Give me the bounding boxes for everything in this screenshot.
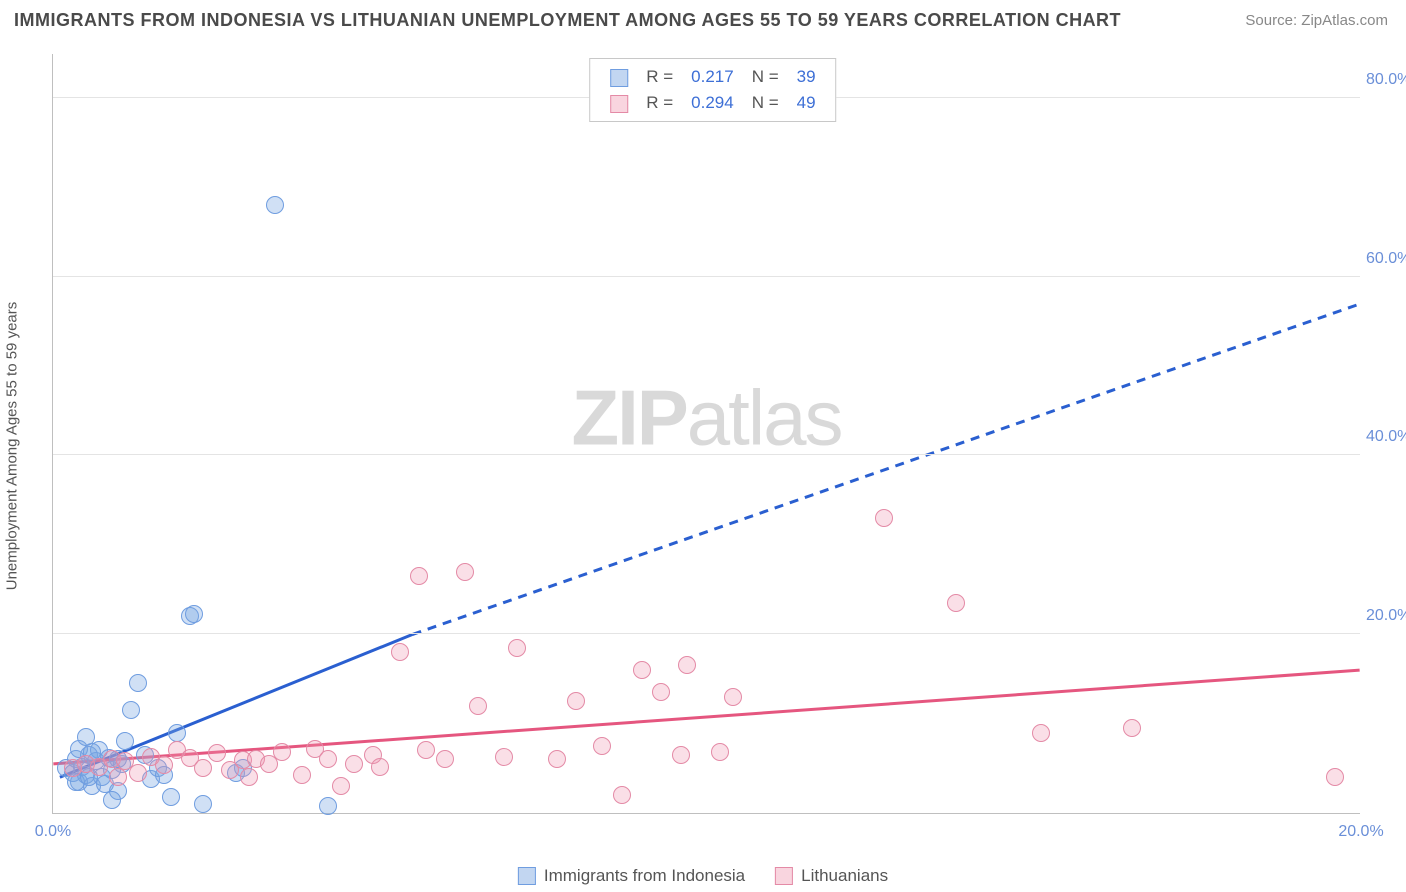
series-legend-item: Immigrants from Indonesia — [518, 866, 745, 886]
gridline — [53, 454, 1360, 455]
chart-title: IMMIGRANTS FROM INDONESIA VS LITHUANIAN … — [14, 10, 1121, 31]
data-point — [194, 759, 212, 777]
data-point — [1123, 719, 1141, 737]
n-label: N = — [744, 91, 787, 115]
x-tick-label: 0.0% — [35, 823, 71, 841]
data-point — [678, 656, 696, 674]
trend-line — [53, 670, 1359, 764]
trend-line — [413, 304, 1360, 634]
data-point — [391, 643, 409, 661]
series-legend-label: Immigrants from Indonesia — [544, 866, 745, 886]
data-point — [593, 737, 611, 755]
data-point — [240, 768, 258, 786]
stats-legend-row: R =0.294N =49 — [602, 91, 823, 115]
r-value: 0.217 — [683, 65, 742, 89]
y-tick-label: 60.0% — [1366, 250, 1406, 268]
correlation-chart: IMMIGRANTS FROM INDONESIA VS LITHUANIAN … — [0, 0, 1406, 892]
data-point — [116, 732, 134, 750]
source-credit: Source: ZipAtlas.com — [1245, 12, 1388, 29]
data-point — [567, 692, 585, 710]
data-point — [194, 795, 212, 813]
data-point — [273, 743, 291, 761]
data-point — [371, 758, 389, 776]
data-point — [293, 766, 311, 784]
watermark: ZIPatlas — [571, 373, 841, 464]
data-point — [103, 791, 121, 809]
data-point — [724, 688, 742, 706]
data-point — [129, 764, 147, 782]
data-point — [652, 683, 670, 701]
data-point — [672, 746, 690, 764]
gridline — [53, 633, 1360, 634]
r-label: R = — [638, 91, 681, 115]
data-point — [711, 743, 729, 761]
series-legend-item: Lithuanians — [775, 866, 888, 886]
legend-swatch-icon — [610, 69, 628, 87]
data-point — [548, 750, 566, 768]
series-legend-label: Lithuanians — [801, 866, 888, 886]
trend-lines-layer — [53, 54, 1360, 813]
data-point — [875, 509, 893, 527]
data-point — [109, 768, 127, 786]
data-point — [266, 196, 284, 214]
y-tick-label: 40.0% — [1366, 428, 1406, 446]
data-point — [410, 567, 428, 585]
data-point — [456, 563, 474, 581]
r-value: 0.294 — [683, 91, 742, 115]
stats-legend-row: R =0.217N =39 — [602, 65, 823, 89]
data-point — [208, 744, 226, 762]
data-point — [162, 788, 180, 806]
y-axis-label: Unemployment Among Ages 55 to 59 years — [4, 302, 21, 591]
n-value: 39 — [789, 65, 824, 89]
legend-swatch-icon — [610, 95, 628, 113]
data-point — [469, 697, 487, 715]
data-point — [122, 701, 140, 719]
legend-swatch-icon — [518, 867, 536, 885]
data-point — [185, 605, 203, 623]
n-value: 49 — [789, 91, 824, 115]
data-point — [319, 797, 337, 815]
gridline — [53, 276, 1360, 277]
data-point — [168, 724, 186, 742]
data-point — [417, 741, 435, 759]
y-tick-label: 80.0% — [1366, 71, 1406, 89]
y-tick-label: 20.0% — [1366, 607, 1406, 625]
r-label: R = — [638, 65, 681, 89]
legend-swatch-icon — [775, 867, 793, 885]
data-point — [1326, 768, 1344, 786]
data-point — [155, 756, 173, 774]
n-label: N = — [744, 65, 787, 89]
data-point — [345, 755, 363, 773]
stats-legend: R =0.217N =39R =0.294N =49 — [589, 58, 836, 122]
data-point — [319, 750, 337, 768]
data-point — [129, 674, 147, 692]
data-point — [613, 786, 631, 804]
data-point — [947, 594, 965, 612]
data-point — [436, 750, 454, 768]
source-link[interactable]: ZipAtlas.com — [1301, 12, 1388, 29]
series-legend: Immigrants from Indonesia Lithuanians — [518, 866, 888, 886]
data-point — [508, 639, 526, 657]
data-point — [1032, 724, 1050, 742]
x-tick-label: 20.0% — [1338, 823, 1383, 841]
data-point — [495, 748, 513, 766]
data-point — [332, 777, 350, 795]
plot-area: ZIPatlas 20.0%40.0%60.0%80.0%0.0%20.0% — [52, 54, 1360, 814]
data-point — [633, 661, 651, 679]
